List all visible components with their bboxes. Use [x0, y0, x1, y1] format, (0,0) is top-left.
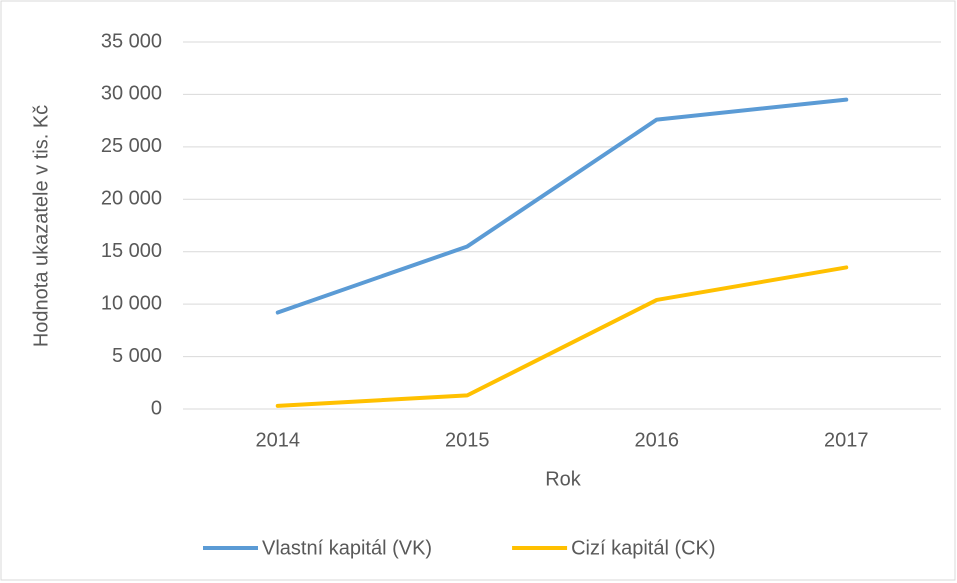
x-axis-title: Rok: [545, 468, 582, 490]
x-tick-label: 2017: [824, 429, 869, 451]
x-tick-label: 2014: [256, 429, 301, 451]
legend-label: Cizí kapitál (CK): [571, 537, 715, 559]
y-tick-label: 15 000: [101, 240, 162, 262]
y-tick-label: 5 000: [112, 345, 162, 367]
y-tick-label: 10 000: [101, 292, 162, 314]
x-tick-label: 2015: [445, 429, 490, 451]
y-tick-label: 30 000: [101, 83, 162, 105]
y-tick-label: 35 000: [101, 30, 162, 52]
y-axis-title: Hodnota ukazatele v tis. Kč: [30, 105, 52, 347]
y-tick-label: 0: [151, 397, 162, 419]
legend-label: Vlastní kapitál (VK): [262, 537, 432, 559]
y-tick-label: 20 000: [101, 188, 162, 210]
x-tick-label: 2016: [635, 429, 680, 451]
y-tick-label: 25 000: [101, 135, 162, 157]
series-line: [275, 97, 849, 315]
series-line: [275, 265, 849, 408]
